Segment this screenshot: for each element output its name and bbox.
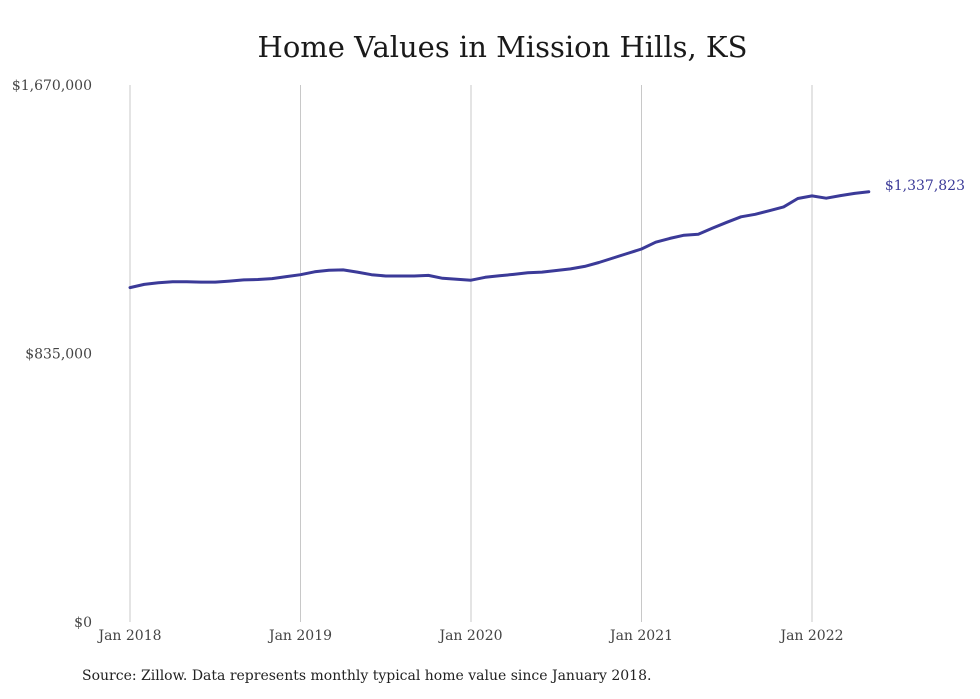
x-tick-label: Jan 2022 bbox=[778, 628, 843, 644]
data-point bbox=[256, 278, 260, 281]
data-point bbox=[171, 280, 174, 283]
data-point bbox=[285, 275, 288, 278]
data-point bbox=[839, 194, 842, 197]
x-tick-label: Jan 2020 bbox=[437, 628, 502, 644]
data-point bbox=[697, 233, 700, 236]
data-point bbox=[370, 273, 373, 276]
data-point bbox=[768, 209, 771, 212]
data-point bbox=[128, 286, 132, 289]
data-point bbox=[711, 226, 714, 230]
data-point bbox=[569, 267, 572, 271]
data-point bbox=[583, 265, 586, 268]
y-axis-ticks: $0 $835,000 $1,670,000 bbox=[12, 78, 92, 631]
data-point bbox=[512, 273, 515, 276]
data-point bbox=[214, 280, 217, 284]
data-point bbox=[526, 271, 530, 274]
end-value-label: $1,337,823 bbox=[885, 178, 965, 194]
data-point bbox=[270, 277, 274, 280]
data-point bbox=[199, 280, 203, 284]
data-point bbox=[242, 278, 245, 282]
data-point bbox=[810, 194, 814, 198]
x-tick-label: Jan 2021 bbox=[608, 628, 673, 644]
data-point bbox=[597, 261, 601, 264]
line-chart: $0$835,000$1,670,000 Jan 2018 Jan 2019 Jan… bbox=[12, 78, 965, 644]
data-point bbox=[185, 280, 189, 283]
source-note: Source: Zillow. Data represents monthly … bbox=[82, 668, 652, 684]
y-tick-label: $1,670,000 bbox=[12, 78, 92, 94]
data-point bbox=[313, 270, 316, 274]
series-line bbox=[128, 190, 871, 290]
data-point bbox=[682, 233, 686, 237]
data-point bbox=[853, 192, 856, 195]
data-point bbox=[640, 247, 643, 251]
data-point bbox=[228, 279, 231, 283]
data-point bbox=[498, 274, 501, 277]
data-point bbox=[384, 274, 387, 278]
series-layer: $1,337,823 bbox=[128, 178, 965, 290]
x-tick-label: Jan 2018 bbox=[96, 628, 161, 644]
data-point bbox=[412, 274, 416, 278]
chart-title: Home Values in Mission Hills, KS bbox=[257, 30, 748, 64]
data-point bbox=[398, 274, 402, 278]
y-tick-label: $835,000 bbox=[25, 347, 92, 363]
gridlines bbox=[129, 85, 813, 622]
data-point bbox=[725, 221, 728, 224]
data-point bbox=[555, 269, 558, 272]
data-point bbox=[739, 215, 743, 219]
data-point bbox=[469, 278, 473, 282]
data-point bbox=[796, 197, 799, 200]
data-point bbox=[441, 277, 444, 280]
data-point bbox=[782, 205, 785, 209]
data-point bbox=[157, 281, 160, 284]
data-point bbox=[540, 270, 544, 274]
data-point bbox=[611, 256, 615, 260]
y-tick-label: $0 bbox=[74, 615, 92, 631]
data-point bbox=[327, 269, 331, 272]
data-point bbox=[143, 283, 146, 286]
data-point bbox=[668, 237, 672, 240]
data-point bbox=[455, 278, 458, 281]
data-point bbox=[867, 190, 871, 194]
x-axis-ticks: Jan 2018 Jan 2019 Jan 2020 Jan 2021 Jan 2022 bbox=[96, 628, 843, 644]
data-point bbox=[753, 213, 757, 216]
data-point bbox=[341, 268, 345, 272]
data-point bbox=[427, 274, 430, 277]
data-point bbox=[825, 196, 828, 200]
data-point bbox=[299, 273, 302, 276]
data-point bbox=[484, 276, 487, 279]
data-point bbox=[654, 241, 657, 244]
x-tick-label: Jan 2019 bbox=[267, 628, 332, 644]
data-point bbox=[356, 270, 359, 274]
data-point bbox=[626, 252, 629, 255]
